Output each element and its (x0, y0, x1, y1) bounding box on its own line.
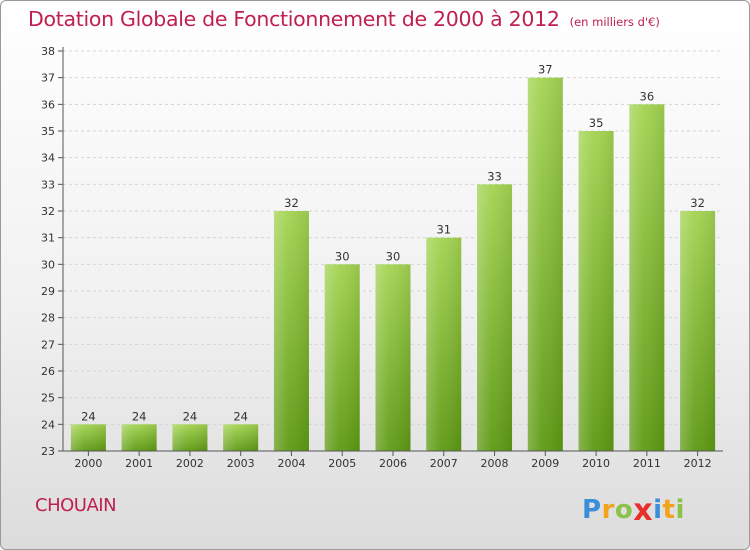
x-tick-label: 2006 (379, 457, 407, 470)
data-label: 24 (183, 409, 198, 423)
y-tick-label: 33 (41, 178, 55, 191)
x-tick-labels: 2000 2001 2002 2003 2004 2005 2006 2007 2008 2009… (74, 451, 712, 470)
bar-shine (273, 211, 309, 451)
data-label: 24 (233, 409, 248, 423)
bar-shine (172, 424, 208, 451)
logo-letter: x (633, 493, 654, 528)
y-tick-label: 31 (41, 232, 55, 245)
logo-letter: o (614, 495, 634, 525)
x-tick-label: 2002 (176, 457, 204, 470)
bar-shine (680, 211, 716, 451)
y-tick-label: 23 (41, 445, 55, 458)
x-tick-label: 2008 (481, 457, 509, 470)
x-tick-label: 2010 (582, 457, 610, 470)
x-tick-label: 2001 (125, 457, 153, 470)
data-label: 32 (690, 196, 705, 210)
x-tick-label: 2003 (227, 457, 255, 470)
proxiti-logo: Proxiti (582, 491, 685, 528)
y-tick-label: 27 (41, 338, 55, 351)
y-tick-labels: 23 24 25 26 27 28 29 30 31 32 33 34 35 36 37 38 (41, 45, 55, 458)
data-label: 30 (335, 249, 350, 263)
chart-subtitle: (en milliers d'€) (569, 15, 660, 29)
bars (70, 77, 716, 452)
data-label: 31 (436, 223, 451, 237)
logo-letter: i (675, 495, 685, 525)
bar-shine (121, 424, 157, 451)
logo-letter: i (653, 495, 663, 525)
data-label: 37 (538, 63, 553, 77)
x-tick-label: 2005 (328, 457, 356, 470)
y-tick-label: 35 (41, 125, 55, 138)
chart-title: Dotation Globale de Fonctionnement de 20… (28, 7, 560, 31)
data-label: 30 (386, 249, 401, 263)
commune-name: CHOUAIN (35, 495, 117, 516)
bar-shine (375, 264, 411, 451)
data-label: 35 (589, 116, 604, 130)
y-tick-label: 37 (41, 72, 55, 85)
x-tick-label: 2011 (633, 457, 661, 470)
data-label: 24 (81, 409, 96, 423)
y-tick-label: 28 (41, 312, 55, 325)
data-label: 32 (284, 196, 299, 210)
logo-letter: P (582, 495, 602, 525)
x-tick-label: 2004 (277, 457, 305, 470)
bar-shine (477, 184, 513, 452)
y-tick-label: 29 (41, 285, 55, 298)
y-tick-label: 32 (41, 205, 55, 218)
x-tick-label: 2007 (430, 457, 458, 470)
data-label: 33 (487, 169, 502, 183)
y-tick-label: 36 (41, 98, 55, 111)
data-label: 24 (132, 409, 147, 423)
logo-letter: t (662, 495, 676, 525)
bar-shine (70, 424, 106, 451)
bar-shine (578, 131, 614, 451)
logo-letter: r (601, 495, 615, 525)
y-tick-label: 25 (41, 392, 55, 405)
y-tick-label: 26 (41, 365, 55, 378)
x-tick-label: 2000 (74, 457, 102, 470)
y-tick-label: 30 (41, 258, 55, 271)
y-tick-label: 34 (41, 152, 55, 165)
bar-shine (527, 77, 563, 452)
bar-shine (223, 424, 259, 451)
chart-title-block: Dotation Globale de Fonctionnement de 20… (28, 7, 660, 31)
data-label: 36 (640, 89, 655, 103)
y-tick-label: 24 (41, 418, 55, 431)
bar-shine (629, 104, 665, 451)
y-tick-label: 38 (41, 45, 55, 58)
data-labels: 24 24 24 24 32 30 30 31 33 37 35 36 32 (81, 63, 705, 424)
bar-shine (426, 237, 462, 451)
x-tick-label: 2012 (684, 457, 712, 470)
bar-shine (324, 264, 360, 451)
x-tick-label: 2009 (531, 457, 559, 470)
